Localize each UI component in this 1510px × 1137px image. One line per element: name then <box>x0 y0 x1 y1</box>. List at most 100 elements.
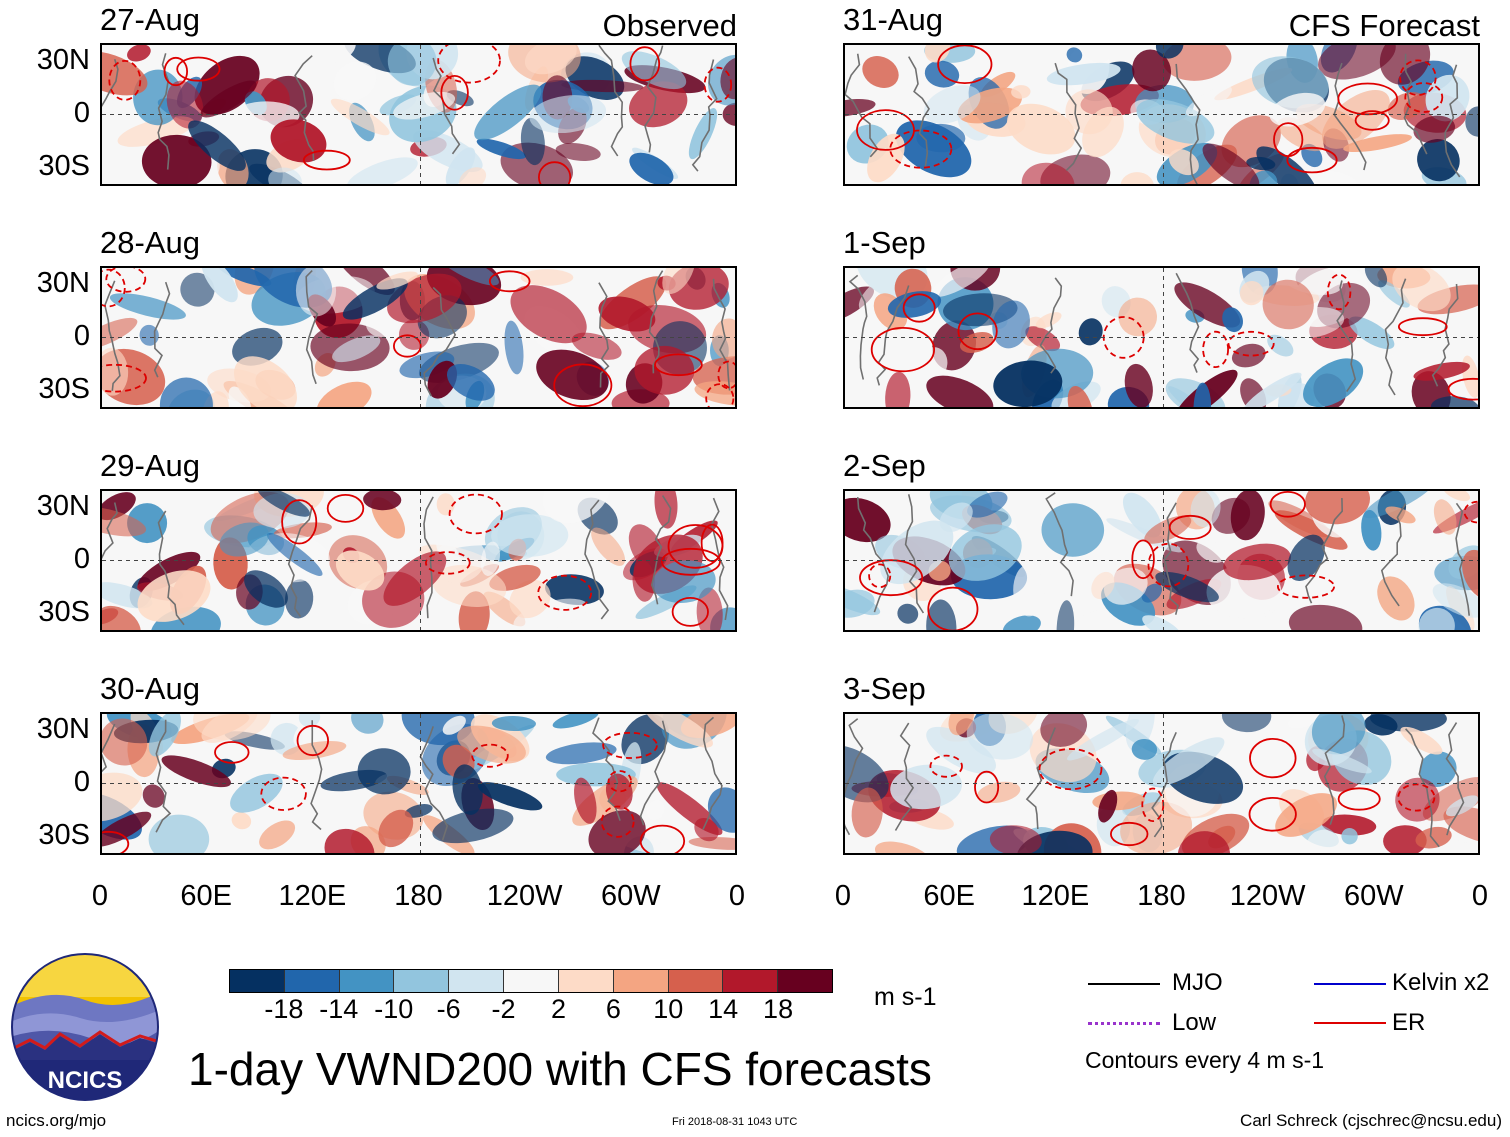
coastlines <box>848 272 1459 396</box>
anomaly-shading <box>1190 491 1221 528</box>
longitude-label: 0 <box>1471 880 1489 912</box>
footer-url[interactable]: ncics.org/mjo <box>6 1111 107 1130</box>
er-contour <box>717 360 735 390</box>
er-contour <box>1248 797 1297 832</box>
anomaly-shading <box>1274 510 1348 550</box>
anomaly-shading <box>605 773 633 810</box>
er-contour <box>553 363 613 407</box>
er-contour <box>538 161 572 184</box>
anomaly-shading <box>1417 138 1460 182</box>
colorbar-cell <box>394 970 450 992</box>
anomaly-shading <box>1305 829 1341 853</box>
anomaly-shading <box>1243 372 1302 407</box>
anomaly-map <box>100 489 737 632</box>
anomaly-shading <box>1443 806 1478 844</box>
panel-date-label: 30-Aug <box>100 671 200 706</box>
anomaly-shading <box>445 147 476 184</box>
anomaly-shading <box>1066 47 1083 63</box>
anomaly-shading <box>574 777 597 824</box>
anomaly-shading <box>1413 361 1470 381</box>
anomaly-shading <box>1035 312 1062 329</box>
er-contour <box>1168 514 1212 540</box>
anomaly-shading <box>1462 549 1478 600</box>
anomaly-shading <box>1122 492 1162 538</box>
anomaly-shading <box>1269 92 1326 127</box>
anomaly-shading <box>1262 279 1314 330</box>
colorbar-tick-label: -6 <box>436 994 461 1024</box>
anomaly-shading <box>1267 334 1294 357</box>
anomaly-shading <box>259 820 296 850</box>
er-contour <box>929 754 963 778</box>
er-contour <box>108 60 142 101</box>
latitude-label: 0 <box>73 97 90 129</box>
anomaly-shading <box>948 714 975 736</box>
anomaly-shading <box>992 300 1030 349</box>
coastlines <box>845 715 1465 848</box>
ncics-logo: NCICS <box>10 952 160 1102</box>
panel-date-label: 3-Sep <box>843 671 926 706</box>
anomaly-shading <box>591 527 626 566</box>
panel-date-label: 28-Aug <box>100 225 200 260</box>
er-contour <box>105 268 147 293</box>
colorbar <box>229 969 833 993</box>
anomaly-shading <box>312 45 356 63</box>
anomaly-shading <box>845 286 874 323</box>
coastlines <box>102 716 723 841</box>
panel-date-label: 27-Aug <box>100 2 200 37</box>
anomaly-shading <box>545 574 604 605</box>
er-contour <box>176 56 221 82</box>
anomaly-shading <box>720 57 735 100</box>
er-contour <box>870 326 936 373</box>
panel-date-label: 31-Aug <box>843 2 943 37</box>
anomaly-shading <box>387 45 437 86</box>
anomaly-shading <box>1144 515 1192 544</box>
anomaly-shading <box>895 120 972 178</box>
er-contour <box>602 731 658 759</box>
longitude-label: 120W <box>486 880 563 912</box>
anomaly-shading <box>180 272 215 307</box>
latitude-label: 30S <box>38 596 90 628</box>
anomaly-shading <box>1303 358 1364 407</box>
coastlines <box>102 495 729 626</box>
anomaly-shading <box>1120 801 1193 853</box>
anomaly-shading <box>1074 610 1137 630</box>
anomaly-shading <box>201 714 258 743</box>
anomaly-shading <box>1222 307 1243 333</box>
legend-line-mjo <box>1088 983 1160 985</box>
panel-date-label: 29-Aug <box>100 448 200 483</box>
anomaly-shading <box>926 726 996 774</box>
anomaly-map <box>843 489 1480 632</box>
anomaly-shading <box>845 99 876 117</box>
latitude-label: 30N <box>36 267 90 299</box>
anomaly-shading <box>867 133 905 183</box>
anomaly-shading <box>232 327 283 366</box>
latitude-label: 30S <box>38 150 90 182</box>
anomaly-shading <box>1046 62 1121 86</box>
anomaly-shading <box>926 599 957 630</box>
anomaly-shading <box>102 811 152 847</box>
latitude-label: 30N <box>36 713 90 745</box>
er-contour <box>1202 330 1230 369</box>
anomaly-map <box>843 43 1480 186</box>
anomaly-shading <box>335 550 385 591</box>
anomaly-shading <box>476 138 526 160</box>
anomaly-shading <box>1025 326 1061 352</box>
legend-label-kelvin: Kelvin x2 <box>1392 969 1490 996</box>
anomaly-shading <box>1415 826 1452 849</box>
er-contour <box>1110 821 1149 847</box>
anomaly-shading <box>257 491 311 517</box>
anomaly-shading <box>324 828 375 853</box>
er-contour <box>856 109 915 151</box>
latitude-label: 30N <box>36 44 90 76</box>
anomaly-shading <box>188 120 246 171</box>
anomaly-shading <box>555 143 601 161</box>
anomaly-shading <box>1103 567 1148 605</box>
anomaly-shading <box>915 347 948 383</box>
anomaly-shading <box>647 800 665 820</box>
anomaly-shading <box>924 45 951 63</box>
anomaly-shading <box>1392 268 1451 312</box>
colorbar-tick-label: -18 <box>264 994 304 1024</box>
anomaly-map <box>843 712 1480 855</box>
er-contour <box>1397 317 1448 337</box>
panel-date-label: 2-Sep <box>843 448 926 483</box>
